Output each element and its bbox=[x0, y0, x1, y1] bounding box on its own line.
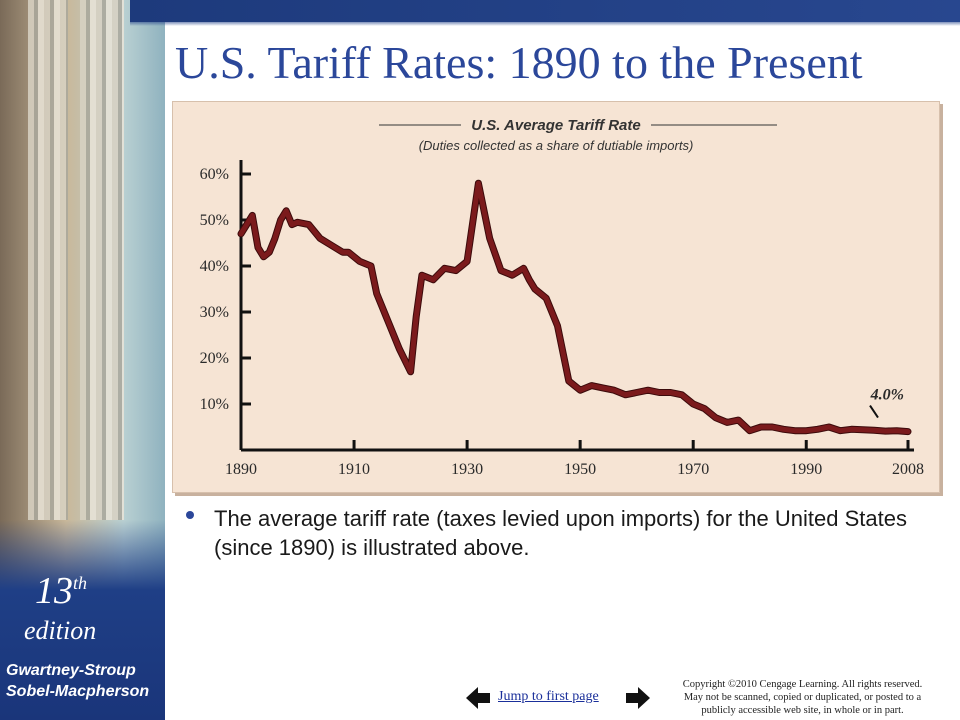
edition-label: edition bbox=[24, 616, 97, 645]
jump-to-first-page-link[interactable]: Jump to first page bbox=[498, 689, 599, 704]
slide-title: U.S. Tariff Rates: 1890 to the Present bbox=[175, 37, 863, 88]
sidebar-decoration: 13th edition Gwartney-Stroup Sobel-Macph… bbox=[0, 0, 165, 720]
column-decoration bbox=[28, 0, 68, 520]
x-tick-label: 2008 bbox=[892, 461, 924, 478]
authors-line-2: Sobel-Macpherson bbox=[6, 683, 150, 700]
chart-subtitle: (Duties collected as a share of dutiable… bbox=[419, 138, 694, 153]
copyright-line-2: May not be scanned, copied or duplicated… bbox=[683, 692, 922, 703]
end-label-pointer bbox=[869, 405, 879, 419]
y-tick-label: 10% bbox=[200, 396, 229, 413]
chart-title: U.S. Average Tariff Rate bbox=[471, 117, 641, 134]
column-decoration bbox=[80, 0, 124, 520]
series-line-shadow bbox=[237, 179, 912, 436]
right-arrow-icon[interactable] bbox=[626, 687, 650, 709]
x-tick-label: 1970 bbox=[677, 461, 709, 478]
y-tick-label: 30% bbox=[200, 304, 229, 321]
y-tick-label: 20% bbox=[200, 350, 229, 367]
x-tick-label: 1950 bbox=[564, 461, 596, 478]
end-value-label: 4.0% bbox=[870, 387, 904, 404]
x-tick-label: 1910 bbox=[338, 461, 370, 478]
chart-axes: 10% 20% 30% 40% 50% 60% 1890 1910 1930 1950 1970 19… bbox=[200, 160, 924, 478]
chart-series: 4.0% bbox=[237, 179, 912, 436]
y-tick-label: 40% bbox=[200, 258, 229, 275]
y-tick-label: 60% bbox=[200, 166, 229, 183]
x-tick-label: 1890 bbox=[225, 461, 257, 478]
bullet-text: The average tariff rate (taxes levied up… bbox=[214, 506, 907, 560]
left-arrow-icon[interactable] bbox=[466, 687, 490, 709]
navigation-bar: Jump to first page bbox=[466, 686, 656, 712]
sidebar-navy-panel bbox=[0, 520, 165, 720]
y-tick-label: 50% bbox=[200, 212, 229, 229]
edition-number: 13th bbox=[35, 570, 88, 612]
tariff-chart: U.S. Average Tariff Rate (Duties collect… bbox=[200, 117, 924, 478]
authors: Gwartney-Stroup Sobel-Macpherson bbox=[6, 660, 149, 702]
bullet-icon bbox=[186, 511, 194, 519]
copyright-line-1: Copyright ©2010 Cengage Learning. All ri… bbox=[682, 679, 923, 690]
copyright-notice: Copyright ©2010 Cengage Learning. All ri… bbox=[650, 678, 955, 717]
header-band bbox=[130, 0, 960, 26]
x-tick-label: 1990 bbox=[790, 461, 822, 478]
chart-panel: U.S. Average Tariff Rate (Duties collect… bbox=[172, 101, 940, 493]
series-line bbox=[238, 180, 911, 435]
x-tick-label: 1930 bbox=[451, 461, 483, 478]
copyright-line-3: publicly accessible web site, in whole o… bbox=[701, 705, 904, 716]
authors-line-1: Gwartney-Stroup bbox=[6, 662, 136, 679]
